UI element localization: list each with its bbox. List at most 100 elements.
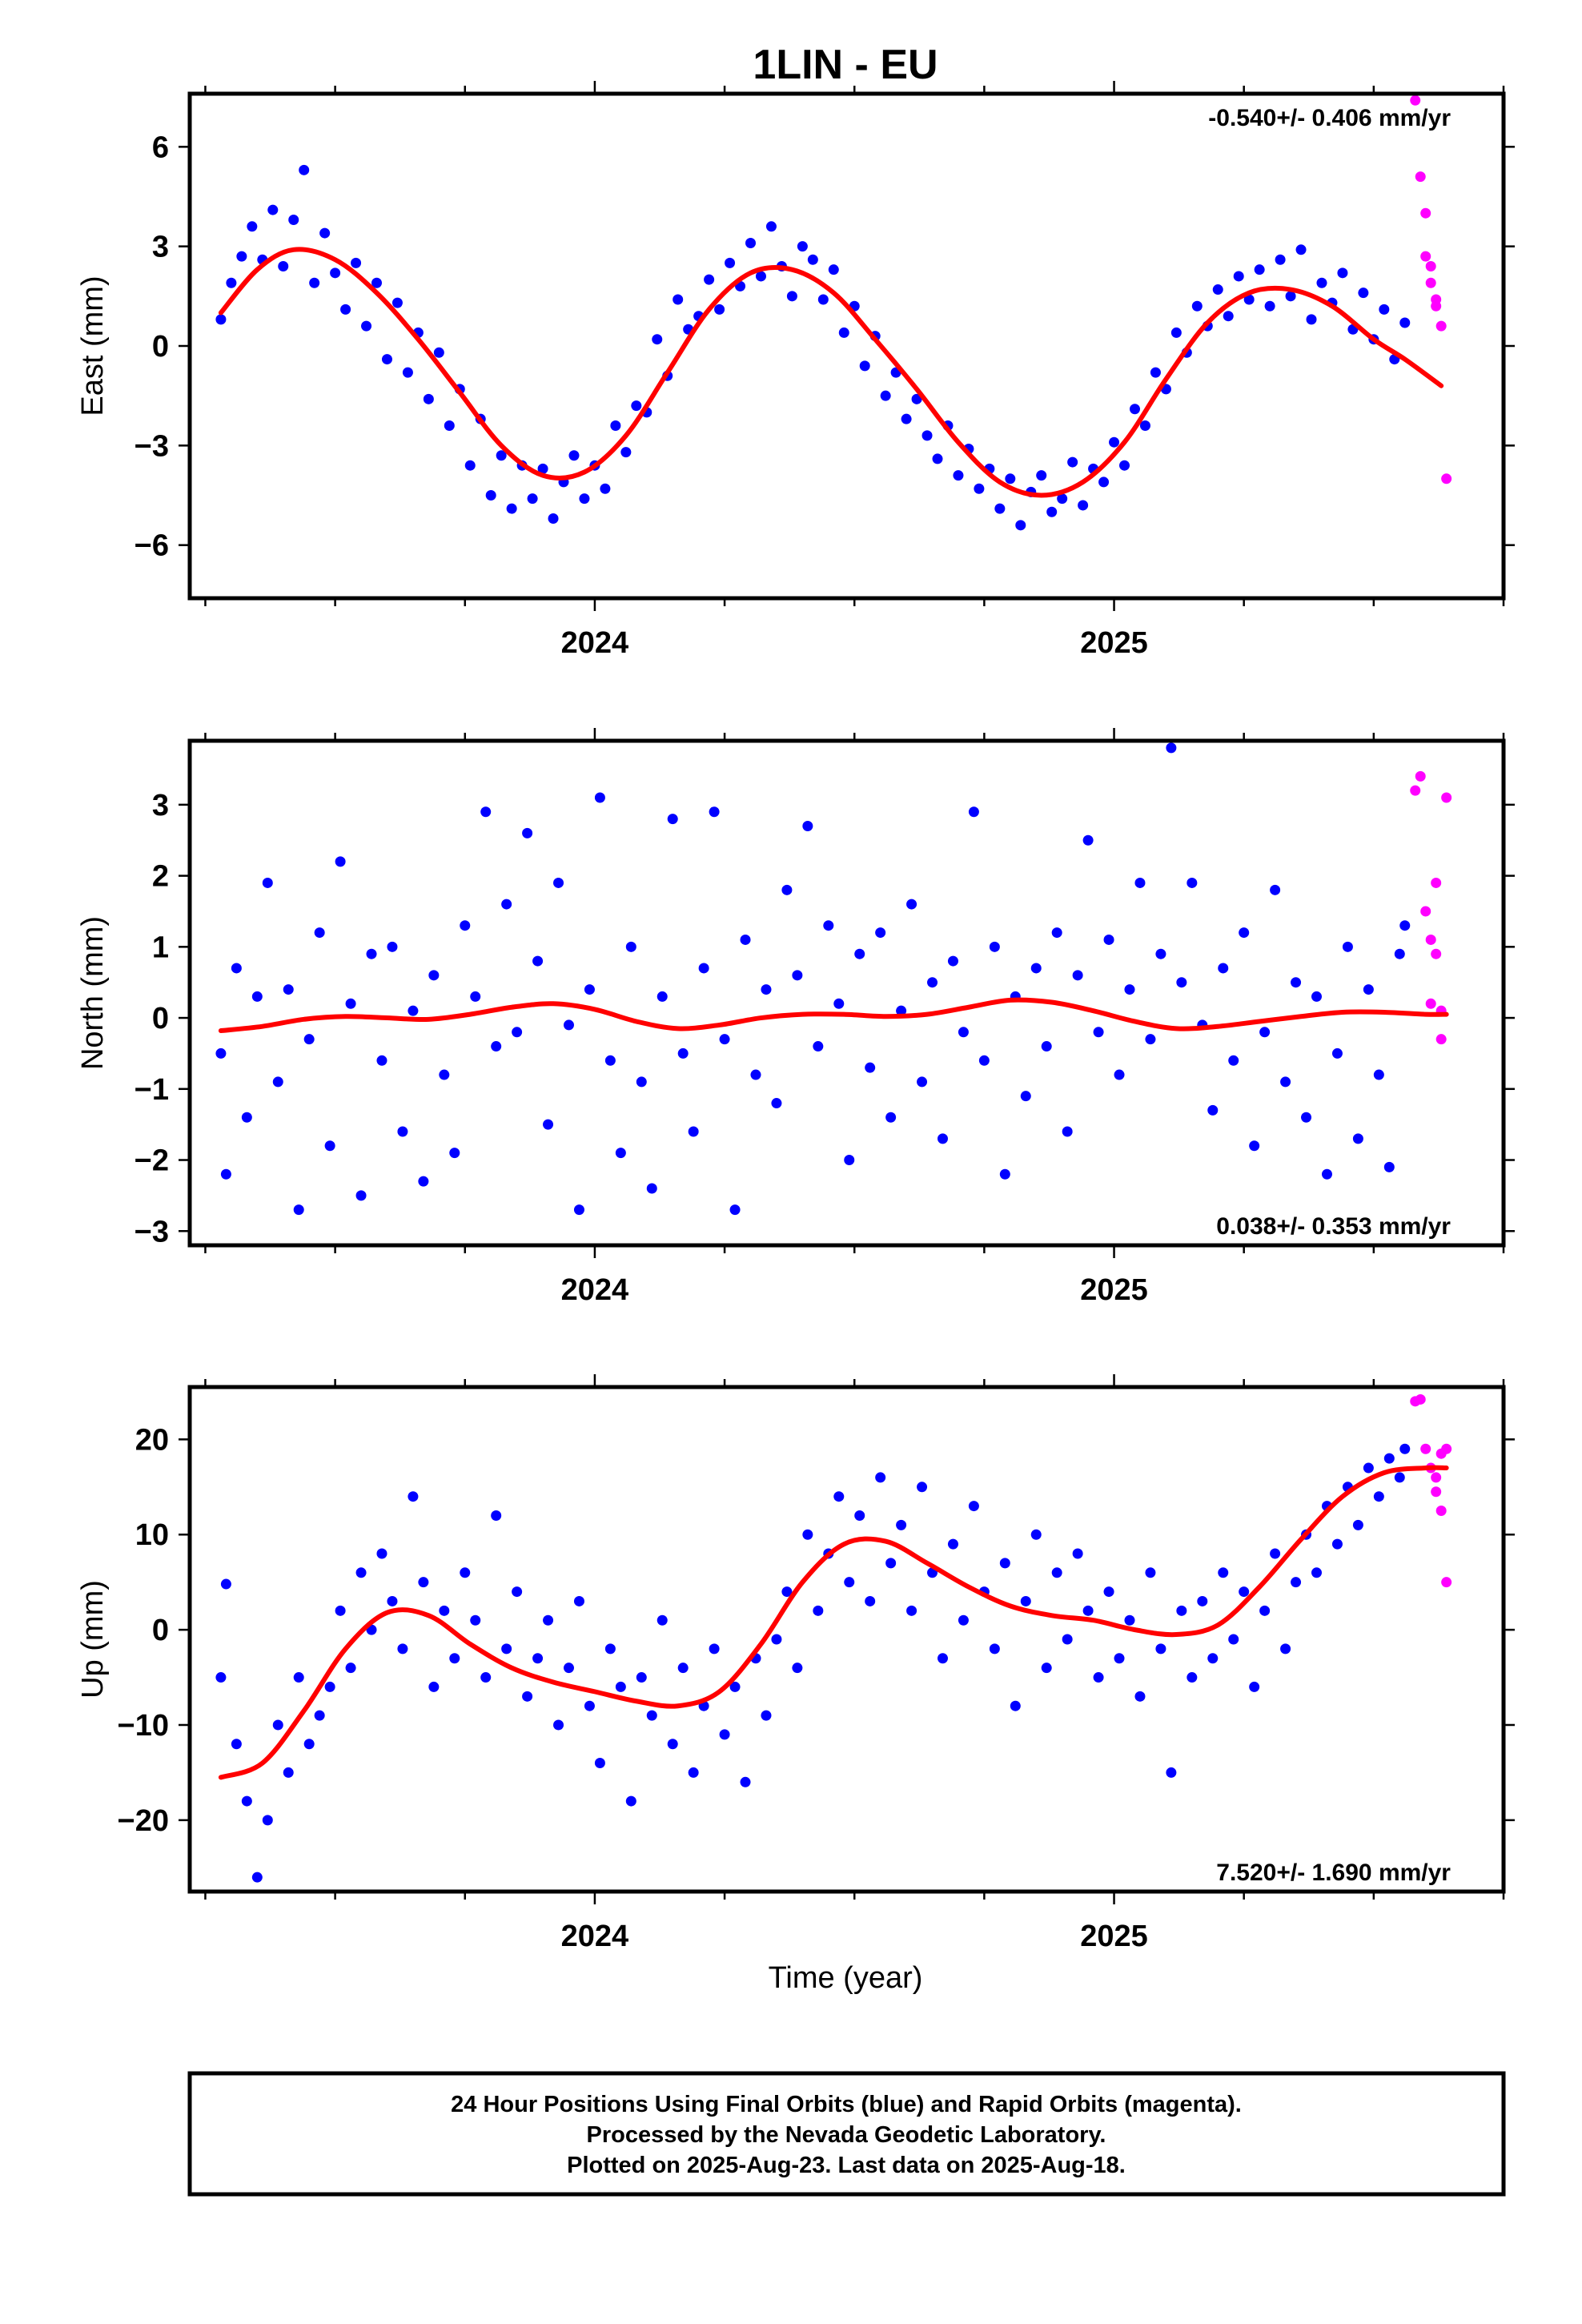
north-final-point xyxy=(958,1027,969,1038)
east-final-point xyxy=(652,334,663,345)
up-data-area xyxy=(215,1393,1452,1883)
footer-line-2: Processed by the Nevada Geodetic Laborat… xyxy=(587,2122,1106,2148)
north-final-point xyxy=(729,1204,741,1216)
up-final-point xyxy=(1363,1462,1374,1474)
up-final-point xyxy=(1010,1700,1021,1711)
north-final-point xyxy=(1176,977,1187,988)
up-final-point xyxy=(251,1872,263,1883)
north-final-point xyxy=(636,1076,647,1088)
up-final-point xyxy=(439,1605,450,1616)
north-final-point xyxy=(501,899,512,910)
up-final-point xyxy=(522,1691,533,1702)
north-final-point xyxy=(439,1069,450,1080)
north-rapid-point xyxy=(1410,785,1421,796)
north-final-point xyxy=(740,934,751,945)
north-final-point xyxy=(1270,884,1281,895)
up-final-point xyxy=(854,1510,865,1521)
up-final-point xyxy=(1103,1586,1114,1598)
up-final-point xyxy=(501,1643,512,1655)
x-axis-label: Time (year) xyxy=(769,1961,923,1995)
up-final-point xyxy=(1280,1643,1291,1655)
east-final-point xyxy=(226,277,237,288)
north-final-point xyxy=(1331,1047,1343,1059)
east-y-tick-label: 0 xyxy=(152,330,169,364)
east-final-point xyxy=(288,215,299,225)
north-final-point xyxy=(491,1041,502,1052)
north-final-point xyxy=(1134,877,1146,888)
up-final-point xyxy=(1373,1491,1384,1502)
north-rapid-point xyxy=(1425,934,1436,945)
up-final-point xyxy=(563,1663,574,1674)
east-final-point xyxy=(859,360,870,372)
north-final-point xyxy=(324,1140,335,1152)
figure-title: 1LIN - EU xyxy=(753,42,938,88)
east-final-point xyxy=(485,490,496,501)
north-final-point xyxy=(813,1041,824,1052)
north-final-point xyxy=(1145,1034,1156,1045)
north-rapid-point xyxy=(1425,998,1436,1009)
east-final-point xyxy=(704,274,715,285)
up-final-point xyxy=(1176,1605,1187,1616)
up-final-point xyxy=(215,1672,227,1683)
up-final-point xyxy=(1249,1681,1260,1692)
east-final-point xyxy=(1150,367,1161,378)
east-rapid-point xyxy=(1435,320,1447,332)
north-final-point xyxy=(719,1034,730,1045)
north-final-point xyxy=(512,1027,523,1038)
up-final-point xyxy=(1352,1519,1363,1530)
east-final-point xyxy=(953,470,964,481)
north-final-point xyxy=(418,1176,429,1187)
north-final-point xyxy=(1352,1133,1363,1144)
up-y-tick-label: 0 xyxy=(152,1614,169,1647)
east-final-point xyxy=(828,264,839,275)
east-rapid-point xyxy=(1441,473,1452,485)
north-panel: 2024 2025 −3 −2 −1 0 1 2 3 North (mm) 0.038+/- 0.3… xyxy=(76,728,1515,1307)
east-rapid-point xyxy=(1425,277,1436,288)
north-final-point xyxy=(397,1126,408,1137)
east-panel: 2024 2025 −6 −3 0 3 6 East (mm) -0.540+/- 0.406 … xyxy=(76,81,1515,660)
north-final-point xyxy=(522,827,533,838)
up-final-point xyxy=(604,1643,616,1655)
east-final-point xyxy=(309,277,320,288)
north-y-tick-label: 0 xyxy=(152,1002,169,1035)
east-final-point xyxy=(1399,317,1411,328)
north-final-point xyxy=(345,998,356,1009)
east-final-point xyxy=(610,420,621,431)
north-final-point xyxy=(771,1098,782,1109)
north-final-point xyxy=(999,1168,1010,1180)
north-final-point xyxy=(947,955,958,967)
east-final-point xyxy=(1295,244,1307,255)
up-final-point xyxy=(553,1719,564,1731)
up-final-point xyxy=(387,1595,398,1606)
up-final-point xyxy=(719,1729,730,1740)
up-final-point xyxy=(677,1663,689,1674)
north-final-point xyxy=(1342,941,1353,952)
north-rapid-point xyxy=(1420,906,1431,917)
east-final-point xyxy=(371,277,383,288)
up-fit-curve xyxy=(218,1465,1449,1780)
east-final-point xyxy=(994,503,1006,514)
east-final-point xyxy=(1191,300,1203,312)
east-final-point xyxy=(527,493,538,505)
north-plot-frame xyxy=(187,738,1506,1248)
up-final-point xyxy=(625,1795,636,1807)
up-final-point xyxy=(844,1577,855,1588)
up-final-point xyxy=(761,1710,772,1721)
east-final-point xyxy=(1119,460,1130,471)
up-final-point xyxy=(885,1558,897,1569)
north-final-point xyxy=(1041,1041,1052,1052)
east-final-point xyxy=(568,450,580,461)
up-rapid-point xyxy=(1441,1577,1452,1588)
up-final-point xyxy=(512,1586,523,1598)
north-final-point xyxy=(1301,1112,1312,1123)
up-final-point xyxy=(428,1681,440,1692)
up-final-point xyxy=(1093,1672,1104,1683)
east-fit-curve xyxy=(218,247,1444,498)
east-final-point xyxy=(1379,304,1390,315)
up-final-point xyxy=(1062,1634,1073,1645)
up-final-point xyxy=(646,1710,657,1721)
up-y-tick-label: −10 xyxy=(118,1709,169,1743)
up-final-point xyxy=(906,1605,917,1616)
north-final-point xyxy=(781,884,793,895)
east-final-point xyxy=(745,238,757,249)
